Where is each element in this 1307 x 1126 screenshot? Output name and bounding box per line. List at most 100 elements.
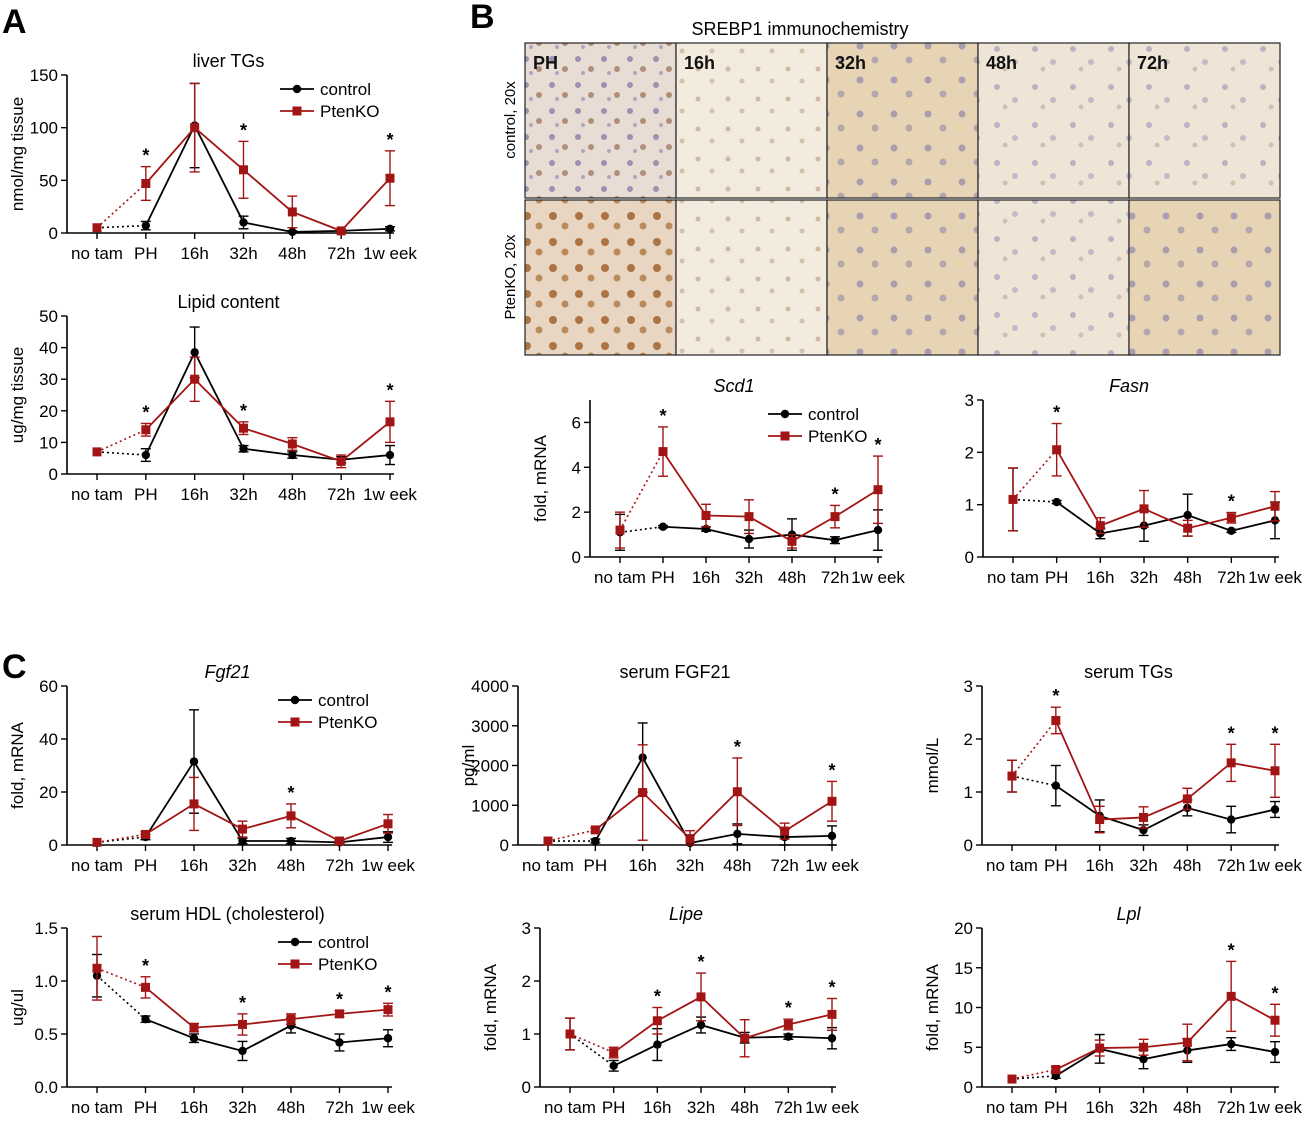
significance-star: *	[828, 760, 835, 780]
x-tick-label: 72h	[770, 856, 798, 875]
series-ptenko	[1008, 422, 1280, 537]
y-tick-label: 20	[39, 402, 58, 421]
y-tick-label: 1.0	[34, 972, 58, 991]
y-tick-label: 1	[522, 1025, 531, 1044]
x-tick-label: 32h	[1130, 568, 1158, 587]
significance-star: *	[142, 146, 149, 166]
x-tick-label: 72h	[821, 568, 849, 587]
data-point	[1270, 1015, 1280, 1025]
significance-star: *	[874, 435, 881, 455]
significance-star: *	[654, 987, 661, 1007]
chart-title: liver TGs	[193, 51, 265, 71]
series-line	[1055, 995, 1276, 1071]
y-tick-label: 0	[572, 548, 581, 567]
data-point	[1095, 521, 1105, 531]
data-point	[740, 1033, 750, 1043]
y-tick-label: 100	[30, 119, 58, 138]
significance-star: *	[659, 406, 666, 426]
series-line-dotted	[547, 829, 596, 842]
legend-label: control	[318, 691, 369, 710]
y-tick-label: 0	[49, 465, 58, 484]
data-point	[830, 535, 840, 545]
y-tick-label: 2	[572, 503, 581, 522]
micrograph-row-label-control: control, 20x	[502, 81, 519, 159]
x-tick-label: 48h	[723, 856, 751, 875]
panel-letter-c: C	[2, 648, 27, 686]
significance-star: *	[1271, 983, 1278, 1003]
data-point	[141, 1014, 150, 1024]
x-tick-label: no tam	[522, 856, 574, 875]
x-tick-label: 72h	[325, 856, 353, 875]
y-tick-label: 0	[964, 1078, 973, 1097]
data-point	[288, 450, 297, 460]
data-point	[827, 831, 837, 841]
micrograph-tile	[826, 199, 979, 356]
data-point	[1226, 815, 1236, 824]
data-point	[335, 1009, 344, 1019]
series-control	[543, 722, 837, 848]
series-ptenko	[92, 82, 395, 236]
x-tick-label: 72h	[327, 485, 355, 504]
data-point	[827, 1009, 837, 1019]
series-line-dotted	[1011, 719, 1057, 777]
data-point	[783, 1019, 793, 1029]
panel-letter-b: B	[470, 0, 495, 36]
chart-fgf21: 0 20 40 60 no tam PH 16h 32h 48h 72h 1w eek Fgf21 fo…	[8, 662, 415, 875]
series-line	[145, 377, 391, 463]
data-point	[383, 1034, 393, 1043]
x-tick-label: 16h	[692, 568, 720, 587]
x-tick-label: 48h	[1173, 1098, 1201, 1117]
series-line-dotted	[1012, 498, 1057, 503]
y-tick-label: 1	[965, 496, 974, 515]
significance-star: *	[239, 993, 246, 1013]
series-line-dotted	[96, 429, 147, 453]
series-line	[145, 126, 391, 232]
y-tick-label: 1000	[471, 796, 509, 815]
x-tick-label: PH	[584, 856, 608, 875]
significance-star: *	[734, 737, 741, 757]
x-tick-label: PH	[602, 1098, 626, 1117]
data-point	[1182, 794, 1192, 804]
data-point	[335, 1038, 344, 1047]
legend-label: control	[808, 405, 859, 424]
legend-marker	[290, 695, 300, 705]
series-line	[145, 1018, 389, 1052]
data-point	[543, 836, 553, 846]
x-tick-label: 72h	[325, 1098, 353, 1117]
series-line	[1056, 501, 1276, 535]
series-line-dotted	[96, 967, 146, 989]
x-tick-label: no tam	[987, 568, 1039, 587]
series-line	[1055, 449, 1276, 530]
chart-stg: 0 1 2 3 no tam PH 16h 32h 48h 72h 1w eek serum TGs m…	[923, 662, 1302, 875]
data-point	[1007, 1074, 1017, 1084]
x-tick-label: 32h	[735, 568, 763, 587]
x-tick-label: PH	[134, 485, 158, 504]
legend-label: PtenKO	[318, 713, 378, 732]
x-tick-label: no tam	[71, 485, 123, 504]
data-point	[189, 757, 199, 766]
significance-star: *	[386, 380, 393, 400]
micrograph-panel: SREBP1 immunochemistry control, 20x Pten…	[502, 19, 1281, 356]
chart-title: Lipe	[669, 904, 703, 924]
data-point	[784, 1032, 793, 1041]
series-line-dotted	[619, 451, 664, 531]
chart-title: Fasn	[1109, 376, 1149, 396]
data-point	[385, 224, 395, 233]
y-axis-label: pg/ml	[459, 745, 478, 787]
y-tick-label: 0	[500, 836, 509, 855]
y-tick-label: 0	[965, 548, 974, 567]
y-tick-label: 3000	[471, 717, 509, 736]
series-line	[662, 525, 879, 542]
x-tick-label: 48h	[730, 1098, 758, 1117]
micrograph-tile	[675, 42, 828, 199]
data-point	[335, 836, 344, 846]
series-ptenko	[92, 776, 393, 847]
series-line-dotted	[96, 182, 147, 229]
legend-marker	[290, 937, 300, 947]
data-point	[189, 1023, 199, 1033]
x-tick-label: 48h	[1173, 856, 1201, 875]
series-line	[145, 123, 391, 233]
data-point	[336, 226, 346, 236]
chart-title: serum HDL (cholesterol)	[130, 904, 324, 924]
y-tick-label: 50	[39, 171, 58, 190]
